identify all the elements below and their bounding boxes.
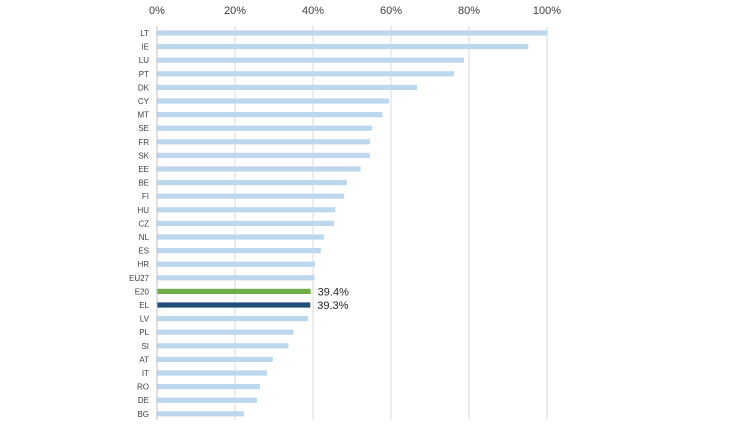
category-label-hu: HU	[137, 206, 149, 215]
bar-nl	[157, 234, 324, 240]
bar-ie	[157, 44, 529, 50]
x-tick-labels: 0% 20% 40% 60% 80% 100%	[149, 5, 561, 17]
category-label-mt: MT	[137, 111, 149, 120]
category-label-pt: PT	[139, 70, 149, 79]
x-tick-label: 60%	[380, 5, 402, 17]
bar-hr	[157, 261, 315, 267]
bar-fi	[157, 193, 345, 199]
bar-lt	[157, 30, 547, 36]
bar-ro	[157, 384, 260, 390]
bar-es	[157, 248, 321, 254]
bar-cz	[157, 220, 335, 226]
category-label-el: EL	[139, 301, 149, 310]
category-label-bg: BG	[137, 410, 149, 419]
bar-se	[157, 125, 373, 131]
category-label-eu27: EU27	[129, 274, 150, 283]
bar-e20	[157, 288, 311, 294]
category-label-it: IT	[142, 369, 149, 378]
category-label-ie: IE	[141, 43, 149, 52]
bar-it	[157, 370, 267, 376]
data-labels: 39.4% 39.3%	[317, 286, 349, 312]
bar-fr	[157, 139, 370, 145]
bar-lv	[157, 316, 308, 322]
category-label-nl: NL	[139, 233, 150, 242]
category-label-be: BE	[138, 179, 149, 188]
x-tick-label: 100%	[533, 5, 561, 17]
bar-hu	[157, 207, 336, 213]
bar-sk	[157, 152, 370, 158]
category-label-se: SE	[138, 124, 149, 133]
category-label-ee: EE	[138, 165, 149, 174]
gridlines	[234, 26, 548, 420]
bar-cy	[157, 98, 390, 104]
bars	[157, 30, 547, 417]
category-label-lt: LT	[140, 29, 149, 38]
bar-el	[157, 302, 311, 308]
category-label-fr: FR	[138, 138, 149, 147]
category-label-lv: LV	[140, 315, 150, 324]
x-tick-label: 80%	[458, 5, 480, 17]
category-label-lu: LU	[139, 56, 149, 65]
category-label-es: ES	[138, 247, 149, 256]
data-label-el: 39.3%	[317, 300, 348, 312]
bar-dk	[157, 84, 418, 90]
category-label-hr: HR	[137, 260, 149, 269]
bar-eu27	[157, 275, 315, 281]
category-label-e20: E20	[135, 287, 150, 296]
category-label-pl: PL	[139, 328, 149, 337]
bar-lu	[157, 57, 464, 63]
category-label-sk: SK	[138, 151, 149, 160]
bar-mt	[157, 112, 383, 118]
category-label-dk: DK	[138, 83, 150, 92]
category-label-si: SI	[141, 342, 149, 351]
x-tick-label: 0%	[149, 5, 165, 17]
bar-ee	[157, 166, 361, 172]
bar-pt	[157, 71, 455, 77]
category-label-cz: CZ	[138, 219, 149, 228]
data-label-e20: 39.4%	[318, 286, 349, 298]
category-label-at: AT	[139, 355, 149, 364]
bar-be	[157, 180, 347, 186]
category-label-fi: FI	[142, 192, 149, 201]
category-labels: LT IE LU PT DK CY MT SE FR SK EE BE FI HU CZ NL ES HR EU27…	[129, 29, 150, 419]
category-label-ro: RO	[137, 383, 149, 392]
bar-pl	[157, 329, 294, 335]
bar-si	[157, 343, 289, 349]
bar-bg	[157, 411, 244, 417]
category-label-de: DE	[138, 396, 149, 405]
bar-at	[157, 356, 273, 362]
bar-de	[157, 397, 257, 403]
x-tick-label: 40%	[302, 5, 324, 17]
x-tick-label: 20%	[224, 5, 246, 17]
category-label-cy: CY	[138, 97, 150, 106]
